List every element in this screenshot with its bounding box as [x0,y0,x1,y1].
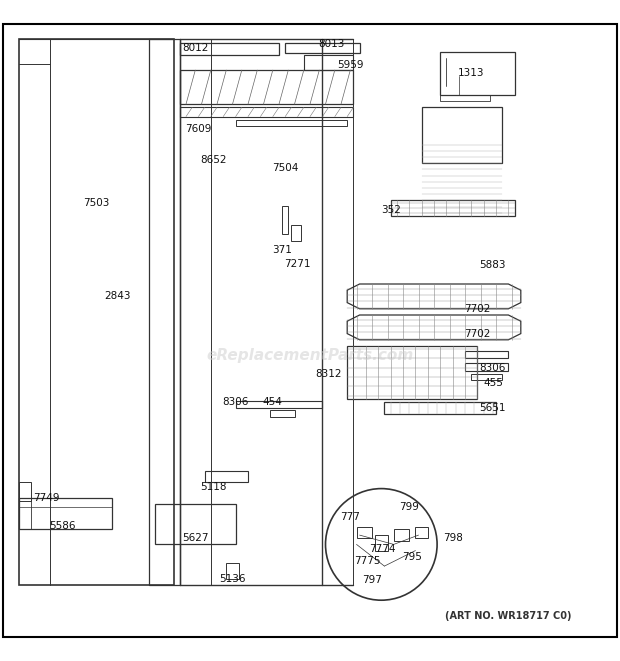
Text: 5118: 5118 [201,482,227,492]
Text: 795: 795 [402,552,422,562]
Bar [415,527,428,538]
Text: 8652: 8652 [201,155,227,165]
Text: 797: 797 [362,575,382,585]
Bar [394,529,409,541]
Bar [226,563,239,578]
Text: 7702: 7702 [464,329,490,338]
Bar [205,471,248,483]
Text: 7609: 7609 [185,124,211,134]
Text: eReplacementParts.com: eReplacementParts.com [206,348,414,363]
Text: 5627: 5627 [182,533,208,543]
Text: 7504: 7504 [272,163,298,173]
Bar [270,410,294,417]
Text: 8012: 8012 [182,44,208,54]
Bar [19,39,174,585]
Text: 5883: 5883 [480,260,506,270]
Text: 8312: 8312 [316,369,342,379]
Text: 5651: 5651 [480,403,506,413]
Bar [236,120,347,126]
Text: 799: 799 [399,502,419,512]
Bar [465,351,508,358]
Text: 5959: 5959 [337,60,363,70]
Text: 371: 371 [272,245,292,255]
Bar [180,107,353,116]
Text: 8306: 8306 [223,397,249,407]
Bar [440,95,490,101]
Text: 7271: 7271 [285,258,311,268]
Bar [422,107,502,163]
Text: (ART NO. WR18717 C0): (ART NO. WR18717 C0) [445,611,572,621]
Text: 5586: 5586 [49,521,75,531]
Text: 454: 454 [263,397,283,407]
Text: 455: 455 [483,378,503,388]
Bar [440,52,515,95]
Text: 798: 798 [443,533,463,543]
Text: 5136: 5136 [219,574,246,584]
Bar [304,55,353,70]
Bar [236,401,322,408]
Bar [291,225,301,241]
Bar [356,527,372,538]
Text: 7702: 7702 [464,304,490,314]
Bar [465,364,508,371]
Text: 7775: 7775 [355,556,381,566]
Text: 2843: 2843 [105,292,131,301]
Text: 7774: 7774 [370,545,396,555]
Bar [347,346,477,399]
Bar [149,39,180,585]
Text: 8306: 8306 [480,363,506,373]
Bar [384,402,496,414]
Bar [471,374,502,380]
Bar [285,44,360,53]
Text: 777: 777 [340,512,360,522]
Bar [282,206,288,235]
Bar [375,535,388,551]
Text: 8013: 8013 [319,39,345,49]
Text: 1313: 1313 [458,68,484,78]
Text: 7749: 7749 [33,493,60,503]
Bar [19,498,112,529]
Bar [180,44,279,55]
Bar [19,483,31,501]
Bar [391,200,515,215]
Bar [180,70,353,104]
Text: 352: 352 [381,205,401,215]
Bar [155,504,236,545]
Text: 7503: 7503 [83,198,109,208]
